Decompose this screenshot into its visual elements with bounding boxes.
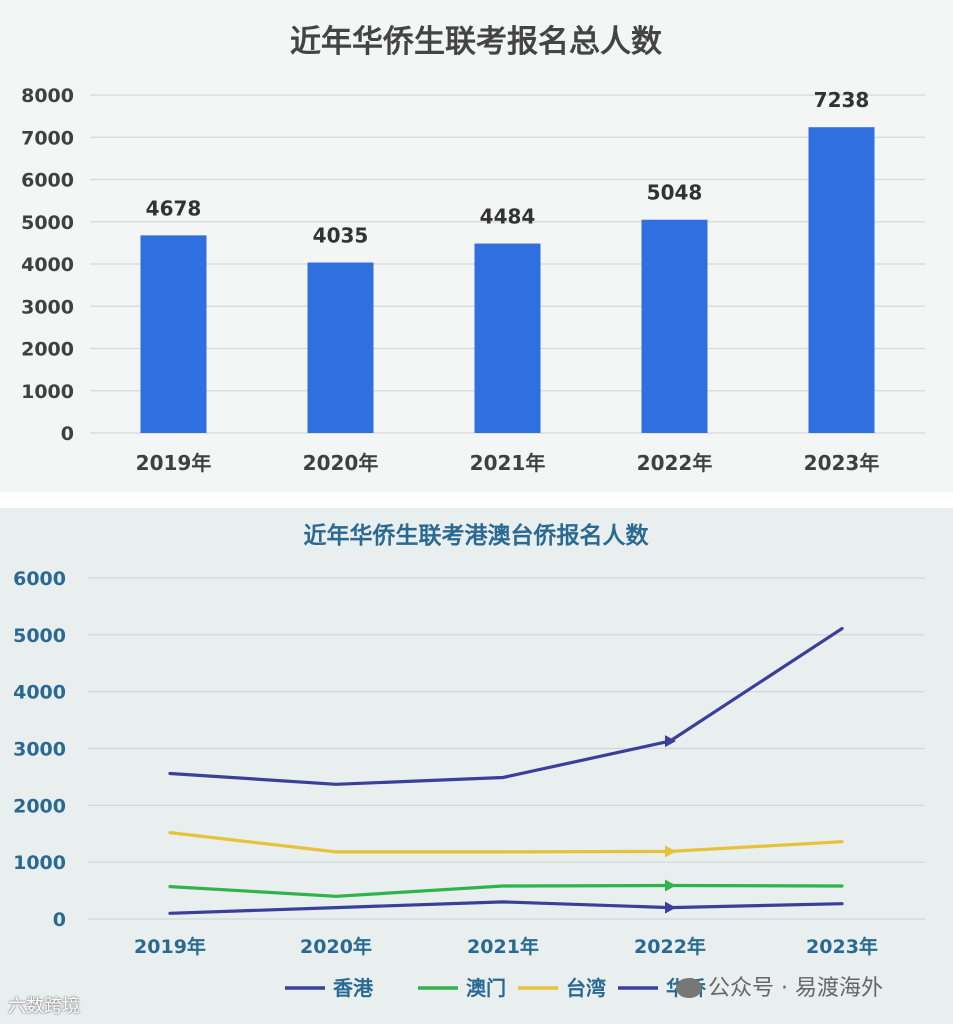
series-line-1 bbox=[168, 900, 844, 915]
bar bbox=[808, 127, 875, 433]
x-tick-label: 2022年 bbox=[634, 935, 706, 958]
x-tick-label: 2021年 bbox=[467, 935, 539, 958]
y-tick-label: 8000 bbox=[21, 85, 74, 107]
data-label: 5048 bbox=[647, 181, 703, 205]
y-tick-label: 0 bbox=[61, 423, 74, 445]
data-point-marker bbox=[665, 879, 676, 892]
y-tick-label: 4000 bbox=[21, 254, 74, 276]
watermark-right-text: 公众号 · 易渡海外 bbox=[708, 976, 883, 1001]
data-point-marker bbox=[665, 735, 676, 748]
line-chart: 近年华侨生联考港澳台侨报名人数 0 1000 2000 3000 4000 5000 6000… bbox=[13, 522, 925, 1000]
y-tick-label: 3000 bbox=[13, 739, 66, 761]
x-tick-label: 2019年 bbox=[136, 451, 212, 475]
bar bbox=[474, 243, 541, 433]
data-label: 4484 bbox=[480, 205, 536, 229]
x-tick-label: 2020年 bbox=[303, 451, 379, 475]
bar bbox=[140, 235, 207, 433]
x-tick-label: 2023年 bbox=[804, 451, 880, 475]
x-tick-label: 2022年 bbox=[637, 451, 713, 475]
x-tick-label: 2019年 bbox=[134, 935, 206, 958]
data-point-marker bbox=[665, 845, 676, 858]
y-tick-label: 5000 bbox=[13, 625, 66, 647]
y-tick-label: 7000 bbox=[21, 127, 74, 149]
x-tick-label: 2020年 bbox=[300, 935, 372, 958]
chart-title: 近年华侨生联考报名总人数 bbox=[290, 24, 662, 60]
wechat-icon bbox=[676, 978, 702, 998]
y-tick-label: 2000 bbox=[13, 795, 66, 817]
y-tick-label: 4000 bbox=[13, 682, 66, 704]
y-tick-label: 0 bbox=[53, 909, 66, 931]
watermark-right: 公众号 · 易渡海外 bbox=[676, 970, 883, 1002]
series-line-3 bbox=[168, 831, 844, 854]
legend-label: 澳门 bbox=[466, 976, 506, 1000]
data-label: 4035 bbox=[313, 224, 369, 248]
bar bbox=[641, 219, 708, 433]
legend-label: 台湾 bbox=[566, 976, 606, 1000]
y-tick-label: 3000 bbox=[21, 296, 74, 318]
bar-chart-panel: 近年华侨生联考报名总人数 0 1000 2000 3000 4000 5000 6000 700… bbox=[0, 0, 953, 492]
line-chart-panel: 近年华侨生联考港澳台侨报名人数 0 1000 2000 3000 4000 5000 6000… bbox=[0, 508, 953, 1024]
y-tick-label: 2000 bbox=[21, 339, 74, 361]
data-label: 4678 bbox=[146, 196, 202, 220]
y-tick-label: 1000 bbox=[13, 852, 66, 874]
series-line-4 bbox=[168, 627, 844, 786]
series-line-2 bbox=[168, 883, 844, 898]
watermark-left: 六数跨境 bbox=[8, 996, 80, 1017]
x-tick-label: 2023年 bbox=[806, 935, 878, 958]
bar-chart: 近年华侨生联考报名总人数 0 1000 2000 3000 4000 5000 6000 700… bbox=[21, 24, 925, 475]
data-point-marker bbox=[665, 901, 676, 914]
bar bbox=[307, 262, 374, 433]
y-tick-label: 6000 bbox=[21, 170, 74, 192]
y-tick-label: 5000 bbox=[21, 212, 74, 234]
legend-label: 香港 bbox=[333, 976, 374, 1000]
chart-title: 近年华侨生联考港澳台侨报名人数 bbox=[304, 522, 650, 549]
data-label: 7238 bbox=[814, 88, 870, 112]
x-tick-label: 2021年 bbox=[470, 451, 546, 475]
panel-divider bbox=[0, 492, 953, 508]
y-tick-label: 1000 bbox=[21, 381, 74, 403]
y-tick-label: 6000 bbox=[13, 568, 66, 590]
